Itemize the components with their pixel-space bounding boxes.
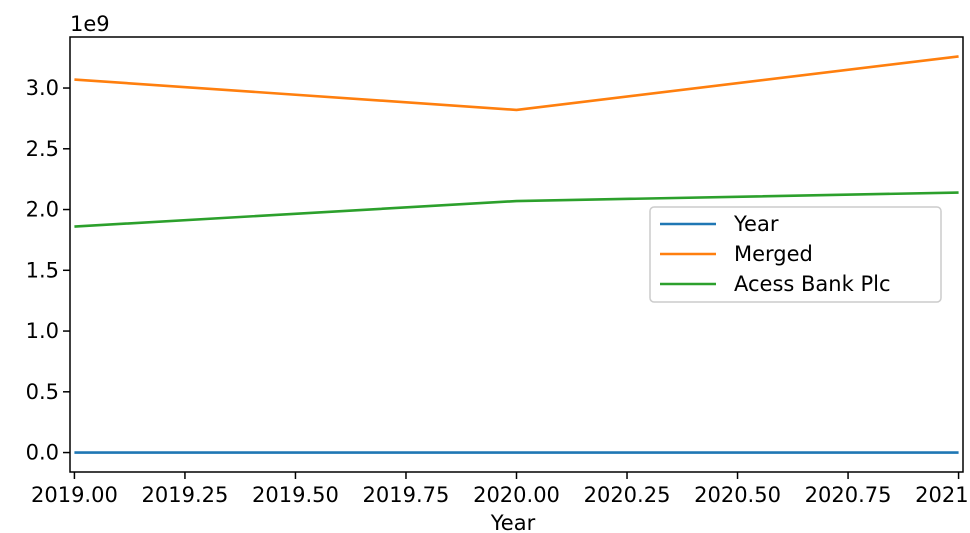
x-tick-label: 2020.50 (694, 483, 781, 507)
y-tick-label: 0.0 (26, 441, 59, 465)
legend: Year Merged Acess Bank Plc (649, 206, 942, 303)
y-tick-label: 1.5 (26, 258, 59, 282)
legend-box (649, 206, 942, 303)
legend-label-acess-bank-plc: Acess Bank Plc (734, 272, 891, 296)
series-line-acess-bank-plc (74, 191, 959, 228)
y-offset-label: 1e9 (70, 12, 110, 36)
series-line-merged (74, 55, 959, 112)
x-tick-label: 2020.00 (473, 483, 560, 507)
y-tick-label: 1.0 (26, 319, 59, 343)
x-tick-label: 2019.50 (252, 483, 339, 507)
y-tick-label: 2.5 (26, 137, 59, 161)
x-tick-label: 2020.75 (805, 483, 892, 507)
legend-label-year: Year (733, 212, 779, 236)
y-tick-label: 3.0 (26, 76, 59, 100)
y-tick-label: 2.0 (26, 198, 59, 222)
x-tick-label: 2019.00 (31, 483, 118, 507)
x-tick-label: 2019.75 (363, 483, 450, 507)
y-axis-ticks: 0.0 0.5 1.0 1.5 2.0 2.5 3.0 (26, 76, 70, 465)
series-lines (74, 55, 959, 454)
legend-label-merged: Merged (734, 242, 813, 266)
x-axis-title: Year (490, 511, 536, 533)
y-tick-label: 0.5 (26, 380, 59, 404)
x-axis-ticks: 2019.00 2019.25 2019.50 2019.75 2020.00 2020.… (31, 472, 970, 507)
x-tick-label: 2020.25 (584, 483, 671, 507)
x-tick-label: 2021.00 (915, 483, 970, 507)
x-tick-label: 2019.25 (142, 483, 229, 507)
